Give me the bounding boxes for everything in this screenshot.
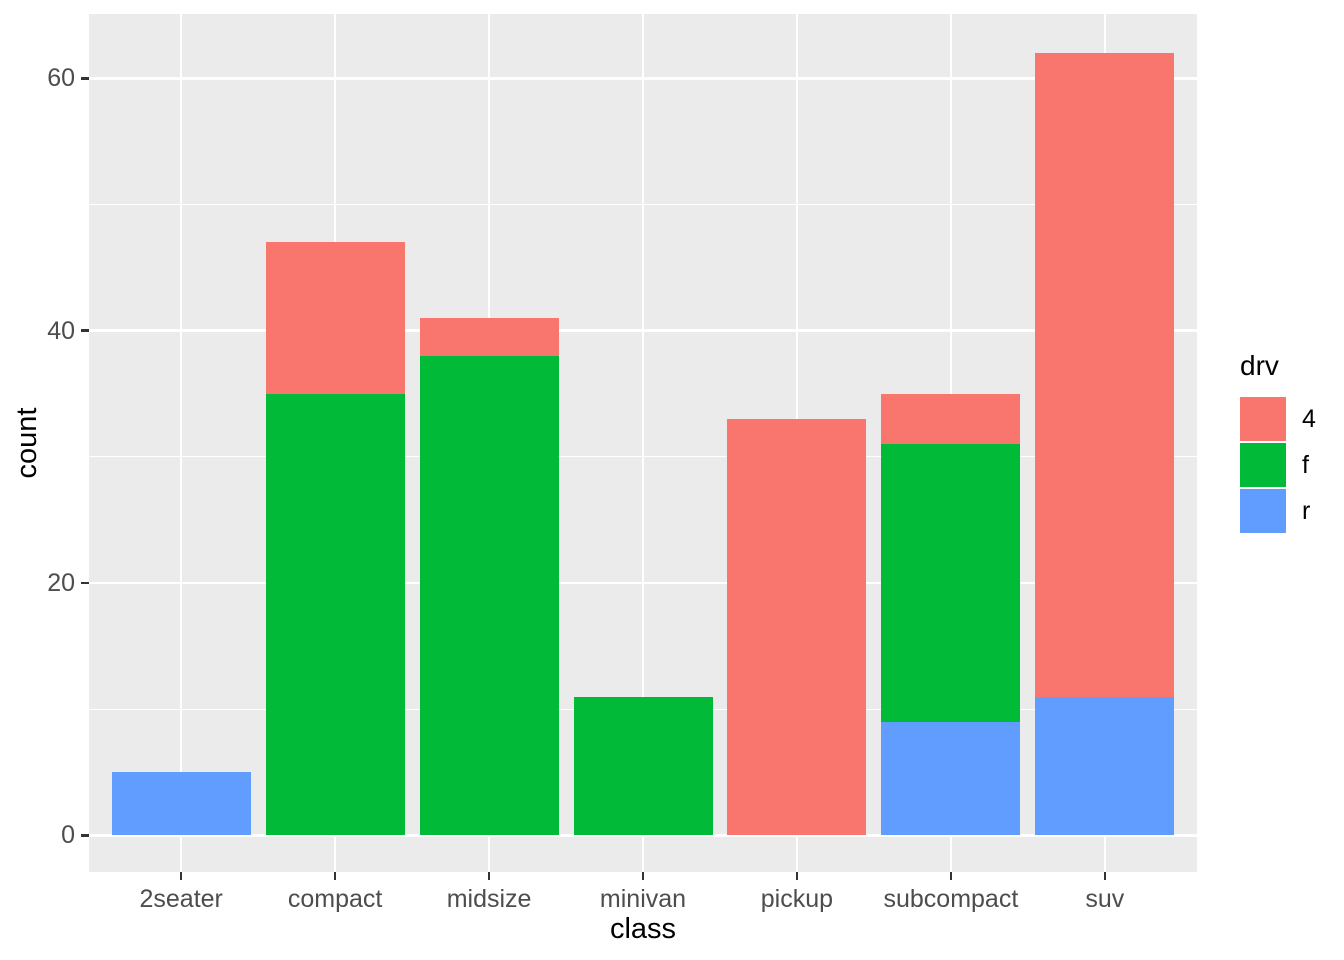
x-tick-mark — [487, 872, 491, 880]
x-tick-label: midsize — [446, 885, 532, 913]
x-tick-mark — [179, 872, 183, 880]
x-tick-label: subcompact — [883, 885, 1019, 913]
legend-swatch-4 — [1240, 396, 1286, 441]
bar-segment-compact-drv-4 — [265, 242, 405, 394]
y-tick-label: 40 — [47, 316, 75, 345]
x-tick-label: minivan — [599, 885, 687, 913]
legend-swatch-r — [1240, 489, 1286, 534]
plot-panel — [89, 14, 1197, 872]
bar-segment-midsize-drv-f — [419, 355, 559, 836]
bar-segment-pickup-drv-4 — [727, 419, 867, 836]
bar-segment-midsize-drv-4 — [419, 318, 559, 356]
bar-segment-suv-drv-r — [1035, 696, 1175, 836]
x-axis-title: class — [609, 913, 677, 945]
bar-segment-compact-drv-f — [265, 393, 405, 836]
x-tick-mark — [641, 872, 645, 880]
y-tick-mark — [81, 581, 89, 585]
bar-segment-subcompact-drv-f — [881, 444, 1021, 722]
gridline-vertical — [641, 14, 645, 872]
y-tick-mark — [81, 834, 89, 837]
y-tick-mark — [81, 329, 89, 332]
y-tick-label: 0 — [61, 821, 75, 850]
y-axis-title: count — [11, 407, 43, 479]
x-tick-mark — [333, 872, 337, 880]
gridline-vertical — [179, 14, 183, 872]
legend-swatch-f — [1240, 442, 1286, 487]
bar-segment-2seater-drv-r — [111, 772, 251, 836]
y-tick-label: 20 — [47, 569, 75, 598]
x-tick-label: pickup — [760, 885, 834, 913]
bar-segment-suv-drv-4 — [1035, 53, 1175, 697]
x-tick-label: compact — [287, 885, 383, 913]
legend-label: f — [1302, 450, 1309, 479]
bar-segment-subcompact-drv-r — [881, 721, 1021, 836]
legend-label: 4 — [1302, 404, 1316, 433]
bar-segment-minivan-drv-f — [573, 696, 713, 836]
x-tick-mark — [795, 872, 799, 880]
legend-title: drv — [1240, 350, 1279, 381]
x-tick-mark — [1103, 872, 1107, 880]
legend-label: r — [1302, 497, 1311, 526]
y-tick-mark — [81, 77, 89, 80]
x-tick-label: suv — [1085, 885, 1125, 913]
bar-segment-subcompact-drv-4 — [881, 393, 1021, 445]
y-tick-label: 60 — [47, 64, 75, 93]
x-tick-label: 2seater — [139, 885, 223, 913]
x-tick-mark — [949, 872, 953, 880]
